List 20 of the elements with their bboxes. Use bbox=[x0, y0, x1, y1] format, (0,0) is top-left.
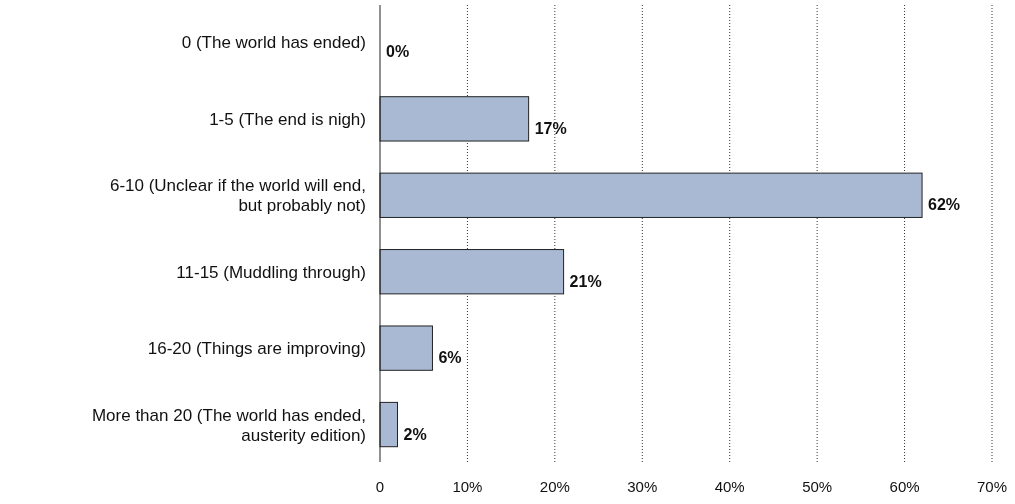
x-tick-label: 40% bbox=[714, 478, 745, 495]
data-label: 0% bbox=[386, 43, 410, 61]
data-label: 6% bbox=[438, 349, 462, 367]
data-label: 17% bbox=[534, 119, 567, 137]
y-tick-label: 16-20 (Things are improving) bbox=[147, 339, 366, 359]
data-label: 62% bbox=[928, 196, 961, 214]
x-tick-label: 20% bbox=[539, 478, 570, 495]
data-label: 21% bbox=[569, 272, 602, 290]
x-tick-label: 60% bbox=[889, 478, 920, 495]
data-label: 2% bbox=[403, 425, 427, 443]
x-tick-label: 30% bbox=[627, 478, 658, 495]
y-tick-label: 1-5 (The end is nigh) bbox=[209, 109, 366, 129]
x-tick-label: 70% bbox=[976, 478, 1008, 495]
y-tick-label: 6-10 (Unclear if the world will end, but probably not) bbox=[109, 176, 366, 216]
y-tick-label: 11-15 (Muddling through) bbox=[176, 262, 366, 282]
x-tick-label: 0 bbox=[375, 478, 385, 495]
x-tick-label: 50% bbox=[802, 478, 833, 495]
x-tick-label: 10% bbox=[452, 478, 483, 495]
y-tick-label: 0 (The world has ended) bbox=[181, 33, 366, 53]
y-tick-label: More than 20 (The world has ended, austerity edition) bbox=[91, 405, 366, 445]
